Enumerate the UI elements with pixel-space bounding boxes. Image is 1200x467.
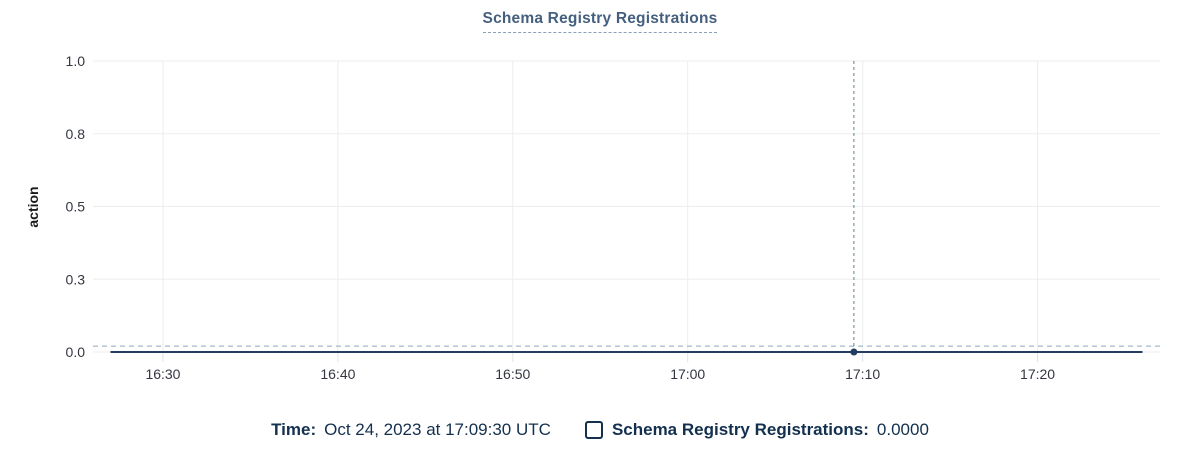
x-tick-label: 17:00 — [670, 366, 705, 382]
y-tick-label: 0.3 — [66, 271, 86, 287]
y-tick-label: 0.0 — [66, 344, 86, 360]
time-label: Time: — [271, 420, 317, 439]
x-tick-label: 17:10 — [845, 366, 880, 382]
chart-title-row: Schema Registry Registrations — [0, 10, 1200, 33]
x-tick-label: 16:40 — [320, 366, 355, 382]
series-label[interactable]: Schema Registry Registrations: — [611, 420, 869, 439]
hover-point-dot[interactable] — [850, 348, 858, 356]
y-tick-label: 0.5 — [66, 199, 86, 215]
plot-area[interactable]: 0.0 0.3 0.5 0.8 1.0 16:30 16:40 16:50 17:00 17:10… — [0, 0, 1200, 400]
y-axis-label: action — [25, 186, 41, 228]
legend-series-toggle[interactable]: Schema Registry Registrations: — [584, 420, 869, 440]
y-tick-label: 0.8 — [66, 126, 86, 142]
x-tick-label: 17:20 — [1020, 366, 1055, 382]
x-tick-label: 16:50 — [495, 366, 530, 382]
legend-spacer — [551, 430, 585, 431]
x-tick-label: 16:30 — [145, 366, 180, 382]
hover-tooltip-legend: Time: Oct 24, 2023 at 17:09:30 UTC Schem… — [0, 420, 1200, 440]
chart-title[interactable]: Schema Registry Registrations — [482, 10, 718, 33]
time-value: Oct 24, 2023 at 17:09:30 UTC — [324, 420, 551, 439]
series-checkbox-icon[interactable] — [584, 421, 603, 439]
y-tick-label: 1.0 — [66, 53, 86, 69]
series-value: 0.0000 — [876, 420, 929, 439]
